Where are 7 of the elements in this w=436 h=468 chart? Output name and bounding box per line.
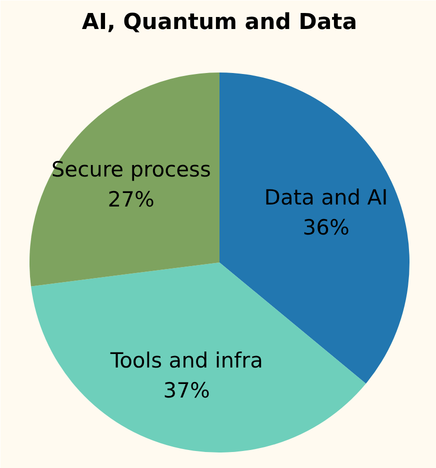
chart-title: AI, Quantum and Data xyxy=(82,10,358,35)
slice-label: Tools and infra xyxy=(109,348,263,373)
slice-label: Data and AI xyxy=(264,185,388,210)
data-label: 36% xyxy=(302,215,350,240)
data-label: 27% xyxy=(108,188,154,212)
data-label: 37% xyxy=(163,378,210,403)
slice-label: Secure process xyxy=(51,158,211,182)
